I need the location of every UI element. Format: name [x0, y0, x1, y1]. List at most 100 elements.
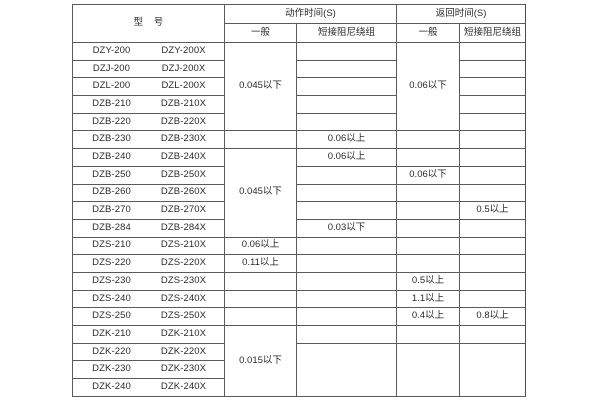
- action-general-empty: [224, 130, 297, 150]
- return-general-value: 0.06以下: [396, 165, 461, 185]
- return-damping-empty: [459, 271, 527, 291]
- table-row: DZJ-200 DZJ-200X: [72, 59, 527, 79]
- model-code-primary: DZL-200: [92, 80, 131, 92]
- return-damping-empty: [459, 112, 527, 132]
- table-row: DZS-220 DZS-220X 0.11以上: [72, 254, 527, 273]
- model-code-primary: DZB-270: [92, 204, 131, 216]
- action-damping-empty: [295, 289, 398, 309]
- return-damping-empty: [459, 59, 527, 79]
- model-code-primary: DZS-210: [92, 239, 131, 251]
- return-damping-empty: [459, 165, 527, 185]
- model-cell: DZB-230 DZB-230X: [72, 130, 225, 150]
- specification-table-container: 型 号 动作时间(S) 返回时间(S) 一般 短接阻尼绕组 一般 短接阻尼绕组 …: [72, 4, 527, 398]
- model-code-primary: DZS-240: [92, 292, 131, 304]
- model-code-variant: DZK-240X: [160, 381, 207, 393]
- model-code-primary: DZB-250: [92, 168, 131, 180]
- model-code-primary: DZK-230: [92, 363, 131, 375]
- return-damping-empty: [459, 342, 527, 398]
- model-code-variant: DZK-230X: [160, 363, 207, 375]
- table-row: DZB-240 DZB-240X 0.045以下 0.06以上: [72, 148, 527, 238]
- model-code-variant: DZY-200X: [161, 44, 206, 56]
- model-cell: DZB-250 DZB-250X: [72, 165, 225, 185]
- action-general-value: 0.015以下: [224, 325, 297, 397]
- model-code-variant: DZB-270X: [160, 204, 207, 216]
- return-damping-value: 0.8以上: [459, 307, 527, 326]
- model-code-variant: DZB-284X: [160, 221, 207, 233]
- return-general-value: 0.4以上: [396, 307, 461, 326]
- action-general-empty: [224, 271, 297, 291]
- model-code-variant: DZS-240X: [160, 292, 207, 304]
- model-code-primary: DZS-220: [92, 257, 131, 269]
- model-code-primary: DZB-240: [92, 151, 131, 162]
- model-cell: DZS-210 DZS-210X: [72, 236, 225, 256]
- action-general-empty: [224, 289, 297, 309]
- model-code-variant: DZS-210X: [160, 239, 207, 251]
- model-code-variant: DZJ-200X: [161, 62, 206, 74]
- action-general-value: 0.045以下: [224, 148, 297, 238]
- table-row: DZK-240 DZK-240X: [72, 378, 526, 397]
- return-general-value: 0.5以上: [396, 271, 461, 291]
- model-code-primary: DZK-220: [92, 345, 131, 357]
- table-row: DZB-250 DZB-250X 0.06以下: [72, 165, 527, 185]
- action-damping-empty: [396, 218, 461, 238]
- model-code-primary: DZB-284: [92, 221, 131, 233]
- header-return-damping: 短接阻尼绕组: [459, 23, 527, 43]
- model-code-primary: DZB-210: [92, 97, 131, 109]
- action-damping-value: 0.06以上: [295, 130, 398, 150]
- action-general-value: 0.03以下: [295, 218, 398, 238]
- header-action-damping: 短接阻尼绕组: [295, 23, 398, 43]
- model-code-primary: DZB-260: [92, 186, 131, 198]
- model-cell: DZB-220 DZB-220X: [72, 112, 225, 132]
- header-return-general: 一般: [396, 23, 461, 43]
- model-code-variant: DZB-240X: [160, 151, 207, 162]
- table-row: DZK-210 DZK-210X 0.015以下: [72, 325, 527, 397]
- return-general-empty: [396, 148, 461, 167]
- action-damping-empty: [295, 95, 398, 114]
- header-action-general: 一般: [224, 23, 297, 43]
- action-damping-empty: [295, 59, 398, 79]
- model-code-variant: DZB-210X: [160, 97, 207, 109]
- action-general-empty: [224, 307, 297, 326]
- model-code-variant: DZS-250X: [160, 310, 207, 322]
- return-general-empty: [396, 183, 461, 203]
- table-row: DZS-240 DZS-240X 1.1以上: [72, 289, 527, 309]
- action-damping-empty: [295, 254, 398, 273]
- table-row: DZS-250 DZS-250X 0.4以上 0.8以上: [72, 307, 527, 326]
- model-code-variant: DZK-220X: [160, 345, 207, 357]
- return-general-value: 1.1以上: [396, 289, 461, 309]
- table-header-row-1: 型 号 动作时间(S) 返回时间(S): [72, 4, 527, 43]
- return-general-empty: [396, 201, 461, 220]
- action-damping-value: 0.06以上: [295, 148, 398, 167]
- header-group-return-time: 返回时间(S): [396, 4, 527, 24]
- table-row: DZK-220 DZK-220X: [72, 342, 527, 398]
- model-code-primary: DZK-210: [92, 327, 131, 339]
- header-group-action-time: 动作时间(S): [223, 4, 398, 24]
- action-damping-empty: [295, 307, 398, 326]
- return-damping-empty: [459, 254, 527, 273]
- model-code-variant: DZB-220X: [160, 115, 207, 127]
- model-cell: DZJ-200 DZJ-200X: [72, 59, 225, 79]
- model-cell: DZK-230 DZK-230X: [72, 360, 225, 380]
- return-general-empty: [459, 218, 527, 238]
- model-code-variant: DZL-200X: [161, 80, 206, 92]
- return-damping-empty: [459, 42, 527, 61]
- table-row: DZB-270 DZB-270X 0.5以上: [72, 201, 527, 220]
- return-damping-empty: [459, 130, 527, 150]
- action-damping-empty: [295, 342, 398, 398]
- model-cell: DZL-200 DZL-200X: [72, 77, 225, 97]
- return-damping-empty: [459, 236, 527, 256]
- model-code-variant: DZB-250X: [160, 168, 207, 180]
- return-general-empty: [396, 236, 461, 256]
- model-cell: DZS-240 DZS-240X: [72, 289, 225, 309]
- action-general-value: 0.045以下: [224, 41, 297, 132]
- model-code-primary: DZB-230: [92, 133, 131, 145]
- model-code-primary: DZY-200: [92, 44, 131, 56]
- return-general-value: 0.06以下: [396, 41, 461, 132]
- relay-specification-table: 型 号 动作时间(S) 返回时间(S) 一般 短接阻尼绕组 一般 短接阻尼绕组 …: [72, 4, 527, 398]
- table-row: DZS-210 DZS-210X 0.06以上: [72, 236, 527, 256]
- model-code-primary: DZS-230: [92, 274, 131, 286]
- model-code-variant: DZB-260X: [160, 186, 207, 198]
- header-model: 型 号: [72, 4, 225, 43]
- action-general-value: 0.06以上: [224, 236, 297, 256]
- action-damping-empty: [295, 201, 398, 220]
